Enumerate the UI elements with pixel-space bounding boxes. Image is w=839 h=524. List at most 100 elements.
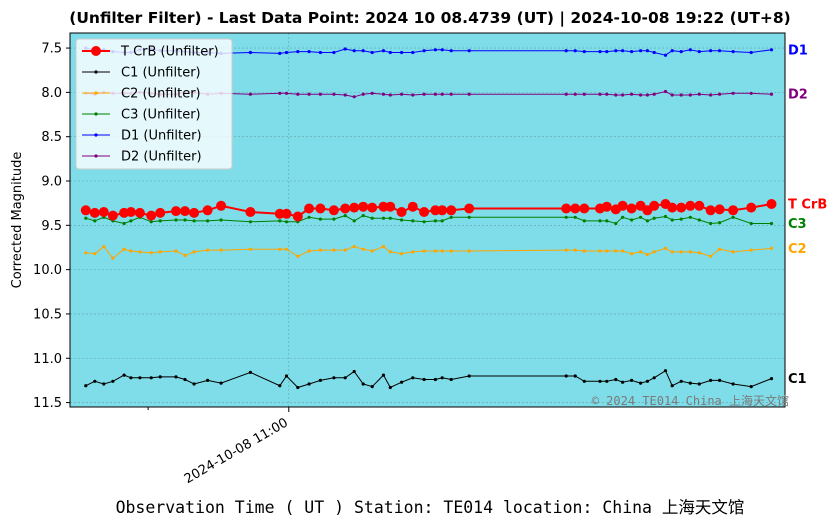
data-point bbox=[318, 50, 322, 55]
data-point bbox=[467, 249, 471, 253]
data-point bbox=[564, 215, 568, 219]
data-point bbox=[248, 370, 252, 374]
data-point bbox=[332, 92, 336, 96]
data-point bbox=[180, 206, 190, 217]
y-tick-label: 7.5 bbox=[41, 42, 62, 57]
data-point bbox=[318, 217, 322, 221]
data-point bbox=[621, 93, 625, 97]
data-point bbox=[564, 248, 568, 252]
data-point bbox=[582, 219, 586, 223]
data-point bbox=[422, 220, 426, 224]
data-point bbox=[93, 379, 97, 383]
data-point bbox=[769, 377, 774, 381]
legend-label: C3 (Unfilter) bbox=[121, 108, 201, 123]
end-label-c3: C3 bbox=[788, 217, 807, 232]
x-axis-label: Observation Time ( UT ) Station: TE014 l… bbox=[116, 498, 745, 517]
data-point bbox=[601, 201, 612, 212]
data-point bbox=[688, 215, 692, 219]
data-point bbox=[598, 219, 602, 223]
data-point bbox=[206, 248, 210, 252]
data-point bbox=[639, 49, 643, 53]
data-point bbox=[278, 51, 282, 56]
data-point bbox=[645, 253, 650, 257]
data-point bbox=[248, 220, 252, 224]
data-point bbox=[769, 221, 774, 226]
data-point bbox=[284, 374, 289, 378]
data-point bbox=[645, 219, 650, 223]
data-point bbox=[307, 382, 311, 386]
data-point bbox=[125, 207, 136, 217]
data-point bbox=[89, 207, 100, 218]
data-point bbox=[419, 207, 430, 217]
data-point bbox=[307, 215, 311, 219]
data-point bbox=[107, 210, 118, 221]
data-point bbox=[614, 93, 618, 97]
data-point bbox=[645, 379, 650, 383]
y-tick-label: 9.5 bbox=[41, 219, 62, 234]
data-point bbox=[688, 381, 692, 385]
data-point bbox=[630, 378, 634, 382]
data-point bbox=[93, 219, 97, 223]
data-point bbox=[652, 250, 656, 254]
data-point bbox=[388, 385, 392, 390]
data-point bbox=[174, 249, 178, 253]
data-point bbox=[98, 207, 109, 217]
data-point bbox=[598, 249, 602, 253]
data-point bbox=[296, 50, 300, 54]
data-point bbox=[248, 247, 252, 251]
data-point bbox=[367, 202, 378, 213]
data-point bbox=[621, 380, 625, 384]
data-point bbox=[440, 92, 444, 96]
data-point bbox=[652, 216, 656, 220]
data-point bbox=[422, 249, 426, 253]
data-point bbox=[694, 200, 705, 211]
data-point bbox=[440, 249, 444, 253]
data-point bbox=[614, 249, 618, 253]
data-point bbox=[370, 91, 374, 95]
y-axis-label: Corrected Magnitude bbox=[10, 152, 25, 289]
data-point bbox=[381, 245, 386, 249]
watermark: © 2024 TE014 China 上海天文馆 bbox=[592, 393, 789, 408]
data-point bbox=[769, 48, 774, 52]
data-point bbox=[630, 218, 634, 222]
data-point bbox=[679, 217, 683, 221]
data-point bbox=[206, 378, 210, 382]
data-point bbox=[614, 221, 618, 226]
data-point bbox=[315, 203, 326, 214]
data-point bbox=[467, 49, 471, 53]
y-axis-ticks: 7.5 8.0 8.5 9.0 9.5 10.0 10.5 11.0 11.5 bbox=[33, 42, 70, 411]
data-point bbox=[663, 89, 668, 94]
data-point bbox=[370, 216, 374, 220]
chart-title: (Unfilter Filter) - Last Data Point: 202… bbox=[69, 9, 791, 28]
data-point bbox=[381, 92, 386, 96]
data-point bbox=[652, 92, 656, 96]
data-point bbox=[582, 50, 586, 54]
data-point bbox=[679, 379, 683, 383]
data-point bbox=[138, 250, 142, 254]
data-point bbox=[718, 247, 722, 251]
data-point bbox=[449, 249, 453, 253]
data-point bbox=[158, 375, 162, 379]
data-point bbox=[449, 49, 453, 53]
data-point bbox=[361, 49, 365, 53]
data-point bbox=[663, 214, 668, 219]
data-point bbox=[749, 50, 753, 55]
data-point bbox=[102, 382, 106, 386]
data-point bbox=[352, 95, 356, 99]
data-point bbox=[645, 49, 650, 53]
data-point bbox=[352, 49, 356, 53]
data-point bbox=[296, 385, 300, 390]
data-point bbox=[171, 206, 181, 217]
data-point bbox=[605, 50, 609, 54]
data-point bbox=[370, 50, 374, 55]
data-point bbox=[388, 93, 392, 97]
data-point bbox=[292, 211, 303, 222]
data-point bbox=[598, 92, 602, 96]
data-point bbox=[216, 200, 227, 211]
data-point bbox=[146, 210, 157, 221]
data-point bbox=[639, 215, 643, 219]
data-point bbox=[697, 50, 701, 54]
data-point bbox=[192, 219, 196, 223]
data-point bbox=[663, 246, 668, 250]
